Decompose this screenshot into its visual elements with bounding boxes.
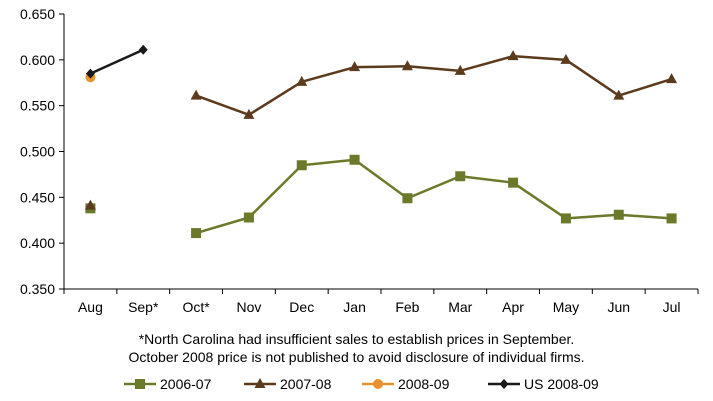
- data-point-2006-07: [508, 177, 519, 188]
- data-point-2006-07: [191, 228, 202, 239]
- y-tick-label: 0.650: [20, 6, 55, 22]
- data-point-2007-08: [349, 61, 361, 72]
- x-tick-label: May: [553, 299, 579, 315]
- legend-item-2006-07: 2006-07: [124, 374, 211, 394]
- data-point-2006-07: [666, 213, 677, 224]
- legend-item-2008-09: 2008-09: [362, 374, 449, 394]
- data-point-2006-07: [296, 160, 307, 171]
- footnote-line-2: October 2008 price is not published to a…: [128, 349, 585, 365]
- legend-swatch-2008-09: [362, 379, 394, 389]
- data-point-2006-07: [455, 171, 466, 182]
- y-tick-label: 0.600: [20, 52, 55, 68]
- legend-label: 2006-07: [160, 376, 212, 392]
- data-point-2006-07: [560, 213, 571, 224]
- x-tick-label: Apr: [502, 299, 524, 315]
- data-point-2007-08: [296, 75, 308, 86]
- data-point-2007-08: [243, 108, 255, 119]
- data-point-2007-08: [84, 199, 96, 210]
- y-tick-label: 0.350: [20, 281, 55, 297]
- series-line-us-2008-09: [89, 48, 144, 75]
- x-tick-label: Oct*: [182, 299, 210, 315]
- series-2007-08: [84, 50, 678, 210]
- y-tick-label: 0.400: [20, 235, 55, 251]
- data-point-2007-08: [401, 60, 413, 71]
- legend-item-2007-08: 2007-08: [244, 374, 331, 394]
- chart-legend: 2006-07 2007-08 2008-09 US 2008-09: [0, 374, 713, 394]
- data-point-2007-08: [560, 53, 572, 64]
- legend-item-us-2008-09: US 2008-09: [488, 374, 599, 394]
- x-tick-label: Aug: [78, 299, 103, 315]
- data-point-2007-08: [666, 73, 678, 84]
- x-tick-label: Sep*: [128, 299, 159, 315]
- x-tick-label: Feb: [395, 299, 419, 315]
- series-line-2006-07: [195, 158, 672, 235]
- x-tick-label: Jul: [663, 299, 681, 315]
- legend-swatch-2006-07: [124, 379, 156, 389]
- data-point-2006-07: [243, 212, 254, 223]
- data-point-2006-07: [349, 154, 360, 165]
- legend-label: 2008-09: [398, 376, 450, 392]
- data-point-us-2008-09: [85, 68, 95, 79]
- series-2006-07: [85, 154, 677, 239]
- x-tick-label: Dec: [289, 299, 314, 315]
- legend-marker-us-2008-09: [499, 379, 509, 389]
- data-point-2006-07: [613, 209, 624, 220]
- series-layer: [84, 44, 678, 239]
- y-tick-label: 0.500: [20, 144, 55, 160]
- data-point-2007-08: [454, 64, 466, 75]
- line-chart: 0.350 0.400 0.450 0.500 0.550 0.600 0.650 Aug Se…: [20, 6, 699, 315]
- x-tick-label: Mar: [448, 299, 472, 315]
- y-tick-label: 0.450: [20, 189, 55, 205]
- data-point-2007-08: [507, 50, 519, 61]
- chart-axes: 0.350 0.400 0.450 0.500 0.550 0.600 0.650 Aug Se…: [20, 6, 699, 315]
- series-us-2008-09: [85, 44, 148, 79]
- x-tick-label: Jan: [343, 299, 366, 315]
- data-point-us-2008-09: [138, 44, 148, 55]
- legend-label: US 2008-09: [524, 376, 599, 392]
- legend-marker-2007-08: [254, 378, 266, 388]
- data-point-2006-07: [402, 193, 413, 204]
- x-tick-label: Jun: [607, 299, 630, 315]
- series-line-2007-08: [195, 54, 672, 117]
- legend-marker-2006-07: [135, 379, 145, 389]
- x-tick-label: Nov: [236, 299, 261, 315]
- legend-swatch-us-2008-09: [488, 379, 520, 389]
- legend-label: 2007-08: [280, 376, 332, 392]
- legend-swatch-2007-08: [244, 378, 276, 388]
- data-point-2007-08: [190, 89, 202, 100]
- footnote-line-1: *North Carolina had insufficient sales t…: [138, 331, 575, 347]
- y-tick-label: 0.550: [20, 98, 55, 114]
- data-point-2007-08: [613, 89, 625, 100]
- legend-marker-2008-09: [373, 379, 383, 389]
